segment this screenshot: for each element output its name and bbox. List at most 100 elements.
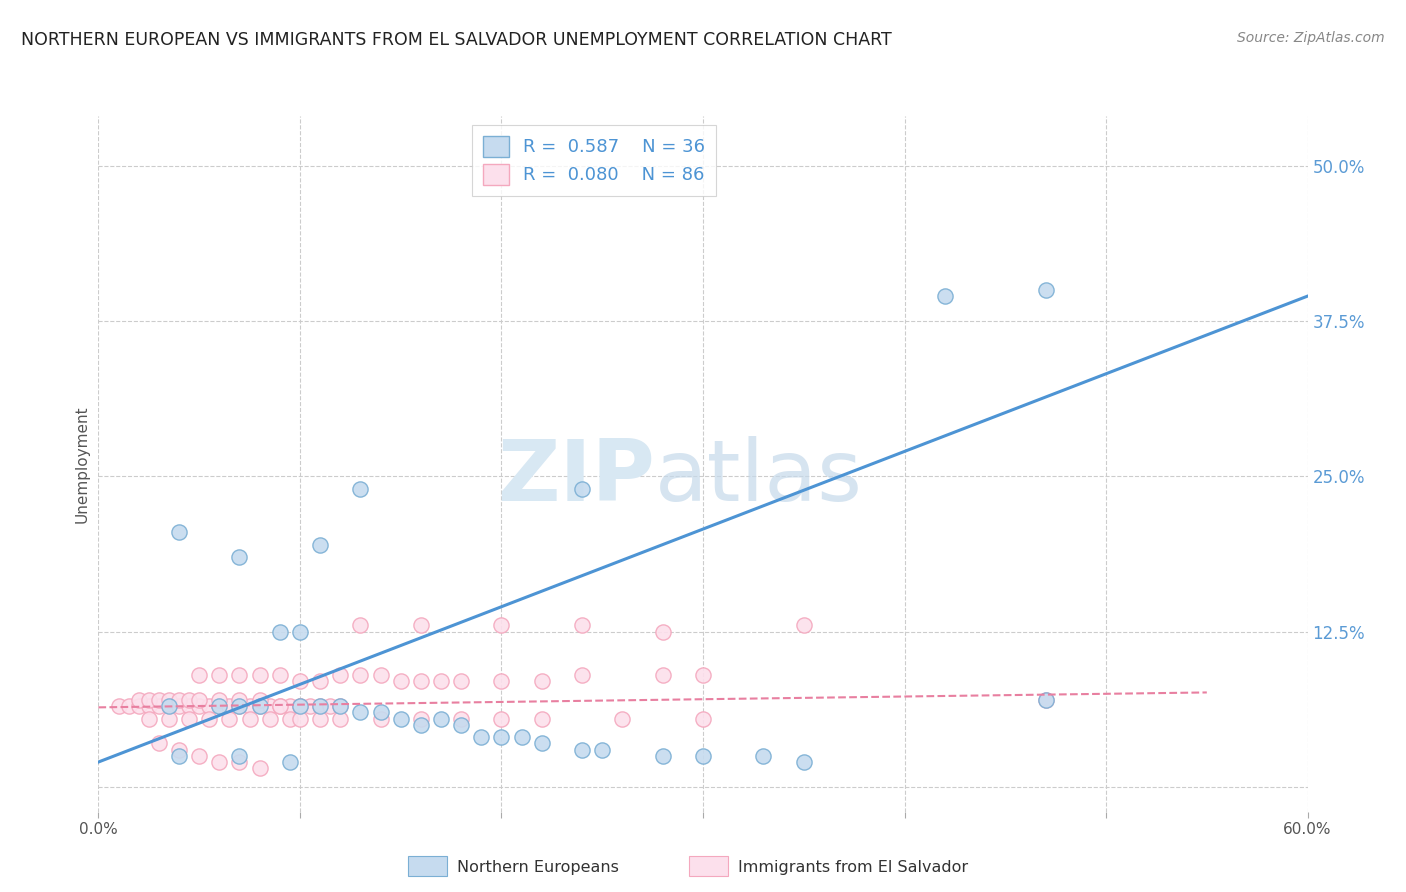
Point bbox=[692, 668, 714, 682]
Text: NORTHERN EUROPEAN VS IMMIGRANTS FROM EL SALVADOR UNEMPLOYMENT CORRELATION CHART: NORTHERN EUROPEAN VS IMMIGRANTS FROM EL … bbox=[21, 31, 891, 49]
Point bbox=[239, 699, 262, 714]
Point bbox=[228, 755, 250, 769]
Point bbox=[167, 525, 190, 540]
Point bbox=[409, 712, 432, 726]
Point bbox=[793, 755, 815, 769]
Point bbox=[167, 748, 190, 763]
Point bbox=[329, 712, 352, 726]
Point bbox=[1035, 693, 1057, 707]
Point bbox=[228, 668, 250, 682]
Point bbox=[299, 699, 322, 714]
Point bbox=[249, 668, 271, 682]
Point bbox=[491, 674, 513, 689]
Point bbox=[530, 712, 553, 726]
Point bbox=[177, 693, 201, 707]
Point bbox=[157, 693, 180, 707]
Point bbox=[409, 674, 432, 689]
Point bbox=[571, 668, 593, 682]
Point bbox=[309, 699, 332, 714]
Point bbox=[349, 618, 371, 632]
Point bbox=[571, 742, 593, 756]
Point bbox=[430, 712, 453, 726]
Text: Northern Europeans: Northern Europeans bbox=[457, 860, 619, 874]
Point bbox=[188, 699, 211, 714]
Point bbox=[138, 693, 160, 707]
Point bbox=[278, 699, 301, 714]
Point bbox=[188, 693, 211, 707]
Point bbox=[208, 693, 231, 707]
Point bbox=[269, 699, 291, 714]
Point bbox=[450, 717, 472, 731]
Point bbox=[309, 712, 332, 726]
Point bbox=[107, 699, 129, 714]
Point bbox=[349, 706, 371, 720]
Point bbox=[208, 755, 231, 769]
Point bbox=[349, 668, 371, 682]
Point bbox=[692, 748, 714, 763]
Point bbox=[288, 712, 311, 726]
Point bbox=[148, 699, 170, 714]
Point bbox=[571, 482, 593, 496]
Point bbox=[309, 699, 332, 714]
Y-axis label: Unemployment: Unemployment bbox=[75, 405, 90, 523]
Point bbox=[218, 699, 240, 714]
Point bbox=[288, 699, 311, 714]
Point bbox=[288, 674, 311, 689]
Point bbox=[198, 699, 221, 714]
Point bbox=[157, 699, 180, 714]
Point bbox=[389, 674, 412, 689]
Point bbox=[128, 693, 150, 707]
Point bbox=[249, 699, 271, 714]
Point bbox=[128, 699, 150, 714]
Point bbox=[329, 668, 352, 682]
Point bbox=[218, 712, 240, 726]
Point bbox=[278, 712, 301, 726]
Point bbox=[188, 748, 211, 763]
Point bbox=[167, 693, 190, 707]
Point bbox=[167, 699, 190, 714]
Point bbox=[177, 699, 201, 714]
Point bbox=[319, 699, 342, 714]
Point bbox=[571, 618, 593, 632]
Point bbox=[450, 674, 472, 689]
Point bbox=[188, 668, 211, 682]
Point bbox=[228, 699, 250, 714]
Point bbox=[349, 482, 371, 496]
Legend: R =  0.587    N = 36, R =  0.080    N = 86: R = 0.587 N = 36, R = 0.080 N = 86 bbox=[472, 125, 716, 195]
Point bbox=[228, 748, 250, 763]
Point bbox=[530, 736, 553, 750]
Point bbox=[491, 712, 513, 726]
Point bbox=[148, 736, 170, 750]
Point bbox=[491, 618, 513, 632]
Point bbox=[309, 538, 332, 552]
Point bbox=[239, 712, 262, 726]
Point bbox=[249, 693, 271, 707]
Text: Source: ZipAtlas.com: Source: ZipAtlas.com bbox=[1237, 31, 1385, 45]
Point bbox=[118, 699, 141, 714]
Point bbox=[692, 712, 714, 726]
Point bbox=[148, 693, 170, 707]
Point bbox=[138, 712, 160, 726]
Point bbox=[651, 748, 673, 763]
Point bbox=[288, 699, 311, 714]
Point bbox=[177, 712, 201, 726]
Point bbox=[157, 699, 180, 714]
Point bbox=[198, 712, 221, 726]
Point bbox=[259, 699, 281, 714]
Point bbox=[370, 706, 392, 720]
Point bbox=[228, 549, 250, 564]
Point bbox=[591, 742, 613, 756]
Point bbox=[409, 618, 432, 632]
Point bbox=[651, 668, 673, 682]
Text: Immigrants from El Salvador: Immigrants from El Salvador bbox=[738, 860, 969, 874]
Point bbox=[329, 699, 352, 714]
Point bbox=[288, 699, 311, 714]
Point bbox=[510, 730, 533, 744]
Point bbox=[278, 755, 301, 769]
Point bbox=[228, 693, 250, 707]
Point bbox=[309, 674, 332, 689]
Point bbox=[288, 624, 311, 639]
Point bbox=[612, 712, 634, 726]
Point bbox=[228, 699, 250, 714]
Point bbox=[269, 668, 291, 682]
